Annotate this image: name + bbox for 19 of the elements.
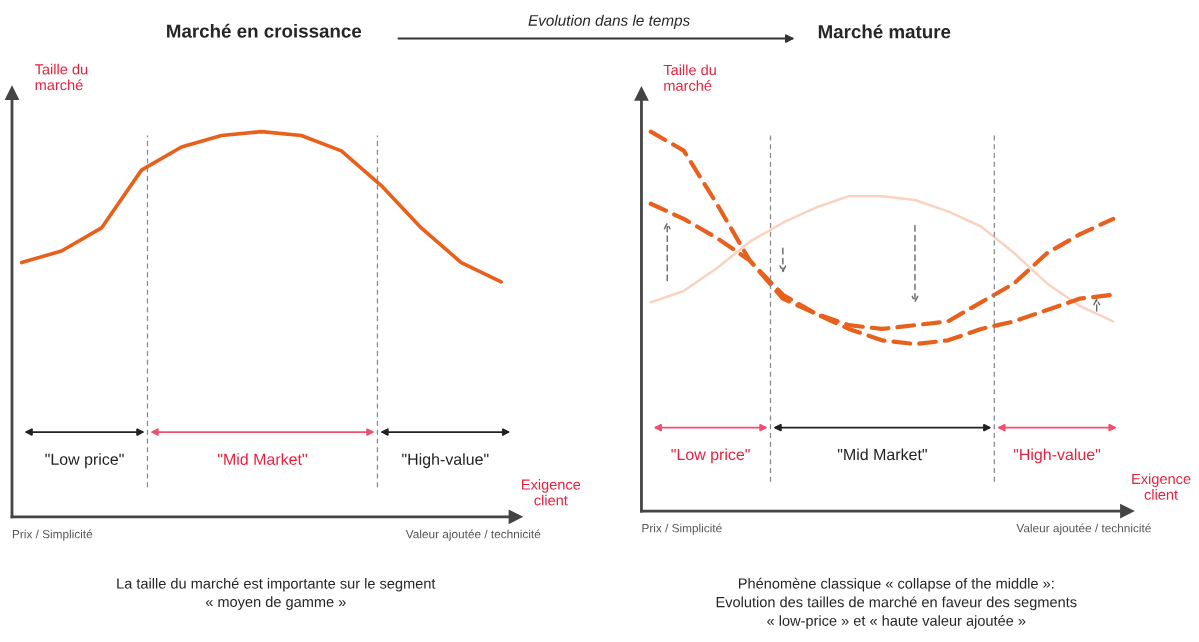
annotation: "High-value"	[402, 453, 489, 469]
annotation: "Mid Market"	[217, 453, 307, 465]
text: Phénomène classique « collapse of the middle »: Evolution des tailles de marché en faveur des segments « low-price » et « haute valeur ajoutée »	[716, 577, 1077, 629]
text: Valeur ajoutée / technicité	[1016, 523, 1151, 535]
y-axis-title: Taille du marché	[663, 64, 716, 91]
x-axis-title: Exigence client	[1132, 473, 1191, 500]
annotation: "High-value"	[1013, 448, 1101, 464]
annotation: "Low price"	[671, 448, 750, 464]
chart-title: Marché mature	[818, 24, 951, 39]
text: La taille du marché est importante sur le segment « moyen de gamme »	[117, 577, 436, 610]
text: Prix / Simplicité	[642, 523, 722, 535]
text: Prix / Simplicité	[12, 529, 93, 541]
text: Evolution dans le temps	[528, 14, 690, 29]
annotation: "Mid Market"	[837, 448, 927, 461]
x-axis-title: Exigence client	[522, 479, 581, 506]
chart-title: Marché en croissance	[167, 23, 362, 38]
text: Valeur ajoutée / technicité	[405, 529, 541, 541]
y-axis-title: Taille du marché	[34, 63, 88, 91]
annotation: "Low price"	[45, 453, 124, 469]
